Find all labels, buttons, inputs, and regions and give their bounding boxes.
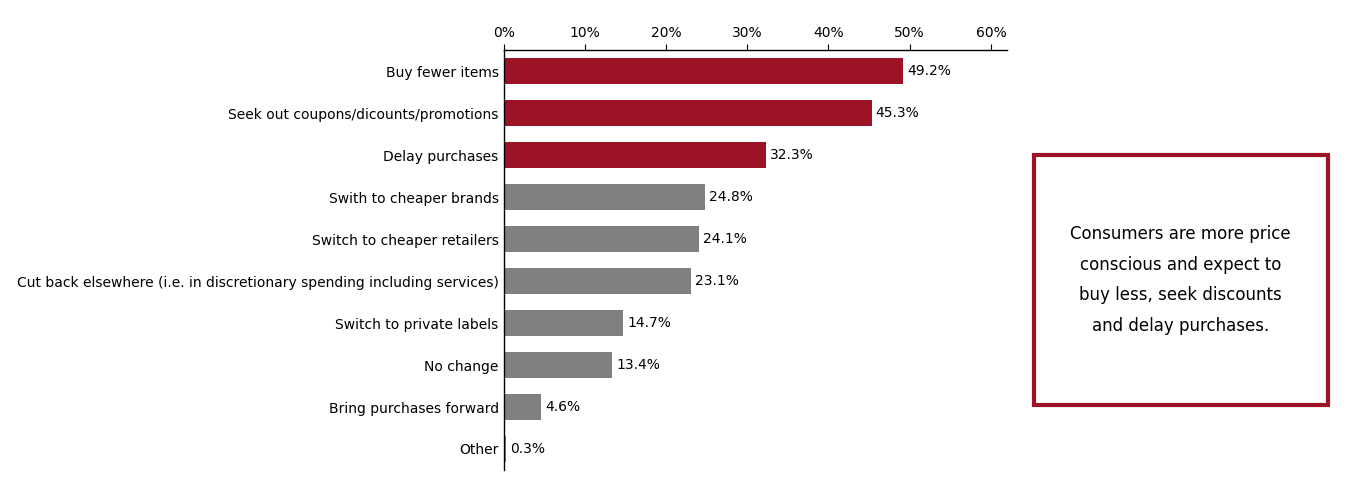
Bar [504,436,506,462]
Text: 32.3%: 32.3% [770,148,814,162]
Text: 49.2%: 49.2% [908,64,951,78]
Text: 45.3%: 45.3% [875,106,919,120]
Bar [504,394,540,419]
Bar [504,352,612,378]
Bar [504,184,705,210]
Bar [504,58,904,84]
Text: 13.4%: 13.4% [617,358,660,372]
Text: 14.7%: 14.7% [627,316,671,330]
Text: 23.1%: 23.1% [695,274,739,288]
Text: 24.1%: 24.1% [704,232,747,246]
Text: 24.8%: 24.8% [709,190,753,204]
Bar [504,142,766,168]
Text: Consumers are more price
conscious and expect to
buy less, seek discounts
and de: Consumers are more price conscious and e… [1070,225,1292,335]
Bar [504,310,623,336]
Bar [504,226,700,252]
Text: 0.3%: 0.3% [510,442,544,456]
Text: 4.6%: 4.6% [544,400,580,414]
FancyBboxPatch shape [1034,155,1327,405]
Bar [504,100,871,126]
Bar [504,268,691,293]
